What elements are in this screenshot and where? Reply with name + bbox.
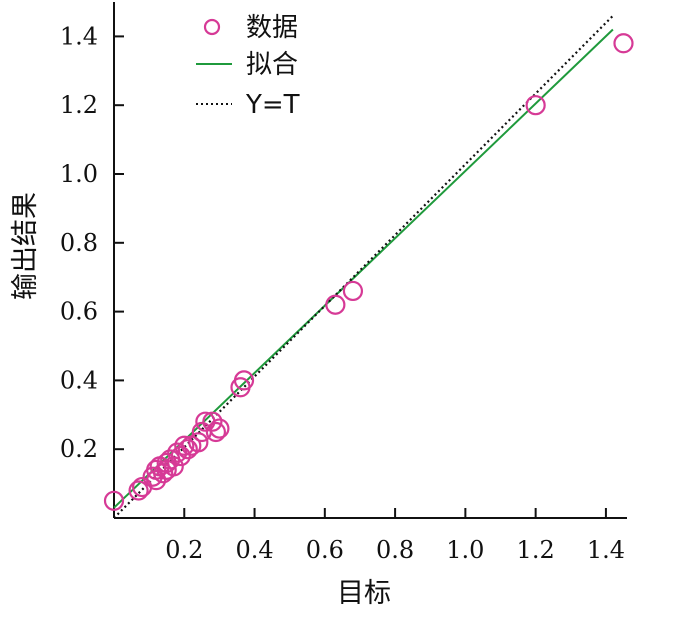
- data-point: [233, 370, 255, 391]
- ticks: 0.2 0.4 0.6 0.8 1.0 1.2 1.4 0.2 0.4 0.6 0.8 1.0 1.2 1…: [60, 22, 625, 564]
- y-axis-title: 输出结果: [10, 192, 41, 300]
- series-lines: [113, 15, 614, 519]
- series-points: [103, 33, 634, 511]
- data-point: [177, 439, 198, 460]
- y-tick-label: 0.8: [60, 229, 98, 257]
- data-point: [103, 490, 125, 511]
- x-tick-label: 1.4: [587, 536, 625, 564]
- data-point: [525, 95, 546, 116]
- legend-marker-data: [203, 18, 221, 36]
- y-tick-label: 0.4: [60, 366, 98, 394]
- data-point: [209, 418, 230, 439]
- x-tick-label: 0.8: [376, 536, 414, 564]
- data-point: [342, 280, 364, 302]
- y-tick-label: 1.2: [60, 91, 98, 119]
- data-point: [202, 411, 223, 432]
- data-point: [613, 33, 634, 54]
- data-point: [146, 470, 167, 491]
- fit-line: [113, 28, 614, 509]
- data-point: [163, 456, 184, 477]
- x-tick-label: 0.6: [306, 536, 344, 564]
- legend-label: 拟合: [246, 50, 298, 80]
- x-axis-title: 目标: [337, 578, 391, 609]
- x-tick-label: 1.2: [517, 536, 555, 564]
- data-point: [128, 480, 149, 501]
- x-tick-label: 0.2: [165, 536, 203, 564]
- x-tick-label: 0.4: [235, 536, 273, 564]
- data-point: [170, 445, 191, 467]
- plot-axes: [113, 2, 627, 519]
- legend-label: 数据: [246, 13, 298, 43]
- y-tick-label: 1.0: [60, 160, 98, 188]
- y-tick-label: 0.2: [60, 435, 98, 463]
- data-point: [188, 432, 209, 453]
- x-tick-label: 1.0: [446, 536, 484, 564]
- data-point: [174, 435, 195, 456]
- legend-label: Y=T: [245, 90, 300, 120]
- data-point: [325, 294, 346, 315]
- y-tick-label: 0.6: [60, 298, 98, 326]
- data-point: [205, 421, 226, 443]
- y-tick-label: 1.4: [60, 22, 98, 50]
